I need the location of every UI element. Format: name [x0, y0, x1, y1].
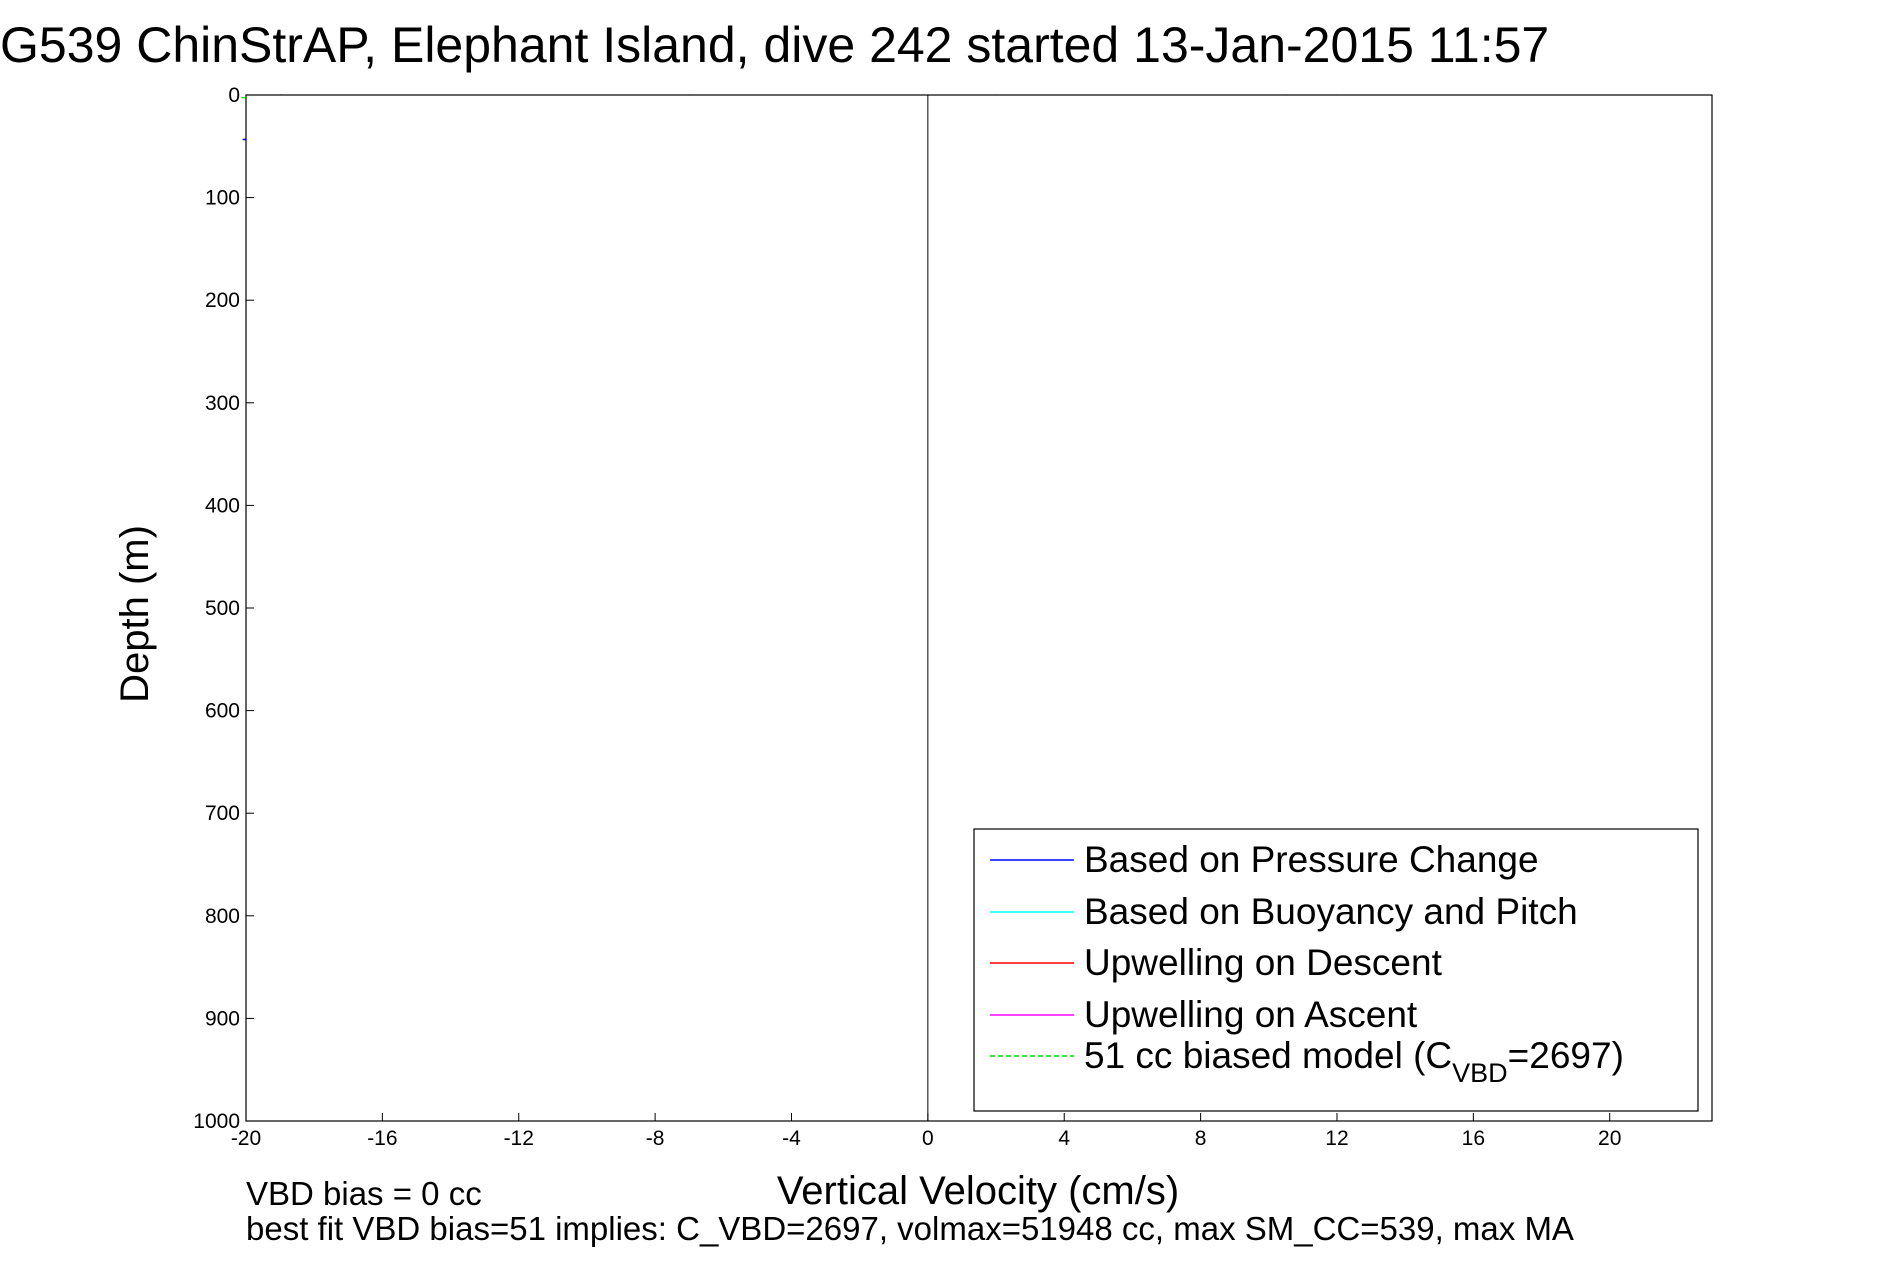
- y-tick-label: 500: [205, 597, 240, 620]
- legend-label: Upwelling on Descent: [1084, 942, 1443, 983]
- x-tick-label: 8: [1195, 1127, 1207, 1150]
- x-tick-label: 16: [1462, 1127, 1485, 1150]
- y-tick-label: 300: [205, 392, 240, 415]
- chart-title: G539 ChinStrAP, Elephant Island, dive 24…: [0, 17, 1549, 73]
- best-fit-note: best fit VBD bias=51 implies: C_VBD=2697…: [246, 1210, 1574, 1247]
- x-tick-label: -16: [367, 1127, 397, 1150]
- y-tick-label: 100: [205, 187, 240, 210]
- x-tick-label: -8: [646, 1127, 665, 1150]
- legend-label: Based on Buoyancy and Pitch: [1084, 891, 1578, 932]
- x-axis-label: Vertical Velocity (cm/s): [777, 1169, 1179, 1213]
- legend-box: [973, 828, 1699, 1112]
- y-axis-label: Depth (m): [113, 525, 157, 703]
- y-tick-label: 700: [205, 802, 240, 825]
- vbd-bias-note: VBD bias = 0 cc: [246, 1175, 482, 1212]
- legend-label: Upwelling on Ascent: [1084, 994, 1418, 1035]
- y-tick-label: 600: [205, 700, 240, 723]
- x-tick-label: 20: [1598, 1127, 1621, 1150]
- y-tick-label: 800: [205, 905, 240, 928]
- x-tick-label: -20: [231, 1127, 261, 1150]
- x-tick-label: 12: [1325, 1127, 1348, 1150]
- x-tick-label: -4: [782, 1127, 801, 1150]
- legend-label: Based on Pressure Change: [1084, 839, 1539, 880]
- y-tick-label: 200: [205, 289, 240, 312]
- y-tick-label: 900: [205, 1007, 240, 1030]
- legend-label: 51 cc biased model (CVBD=2697): [1084, 1035, 1624, 1088]
- x-tick-label: -12: [504, 1127, 534, 1150]
- y-tick-label: 1000: [193, 1110, 240, 1133]
- y-tick-label: 0: [228, 84, 240, 107]
- y-tick-label: 400: [205, 494, 240, 517]
- x-tick-label: 4: [1058, 1127, 1070, 1150]
- legend: Based on Pressure Change Based on Buoyanc…: [973, 828, 1699, 1112]
- x-tick-label: 0: [922, 1127, 934, 1150]
